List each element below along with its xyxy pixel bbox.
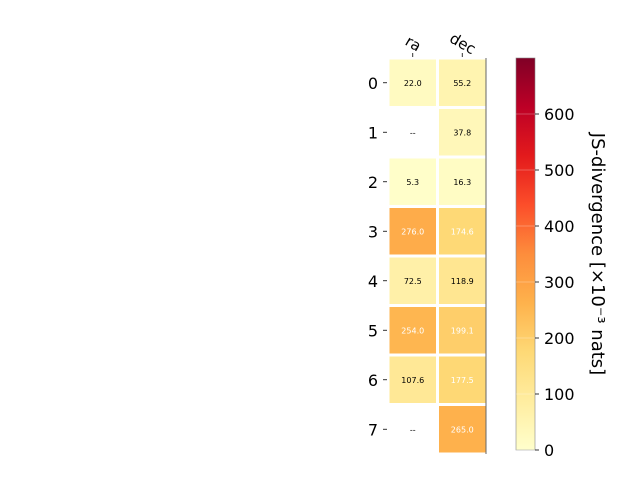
colorbar-gradient xyxy=(515,57,536,451)
cell-value-label: 177.5 xyxy=(451,376,474,385)
cell-value-label: 254.0 xyxy=(401,326,424,335)
cell-value-label: 265.0 xyxy=(451,425,474,434)
colorbar-tick-label: 100 xyxy=(544,385,575,404)
colorbar-label: JS-divergence [×10⁻³ nats] xyxy=(587,132,608,375)
heatmap-cell xyxy=(389,158,436,205)
cell-value-label: 72.5 xyxy=(404,277,422,286)
row-label: 1 xyxy=(368,123,378,142)
colorbar-tick-label: 200 xyxy=(544,329,575,348)
cell-value-label: 5.3 xyxy=(406,178,419,187)
cell-value-label: 37.8 xyxy=(453,128,471,137)
cell-value-label: -- xyxy=(410,425,416,434)
heatmap-cell xyxy=(439,208,486,255)
cell-value-label: 199.1 xyxy=(451,326,474,335)
column-label: dec xyxy=(447,29,479,58)
cell-value-label: 174.6 xyxy=(451,227,474,236)
row-label: 6 xyxy=(368,371,378,390)
row-labels: 0 1 2 3 4 5 6 7 xyxy=(368,74,387,439)
colorbar-tick-label: 600 xyxy=(544,105,575,124)
cell-value-label: 16.3 xyxy=(453,178,471,187)
row-label: 7 xyxy=(368,420,378,439)
heatmap-cell xyxy=(439,406,486,453)
cell-value-label: 118.9 xyxy=(451,277,474,286)
row-label: 4 xyxy=(368,272,378,291)
heatmap-cell xyxy=(439,257,486,304)
heatmap-cell xyxy=(389,257,436,304)
heatmap-cell xyxy=(389,59,436,106)
heatmap-cell xyxy=(389,208,436,255)
heatmap-cell xyxy=(389,356,436,403)
cell-value-label: 107.6 xyxy=(401,376,424,385)
column-label: ra xyxy=(402,32,424,55)
cell-value-label: 276.0 xyxy=(401,227,424,236)
heatmap-cell xyxy=(439,59,486,106)
colorbar-tick-label: 0 xyxy=(544,441,554,460)
heatmap-cells: 22.0 55.2 -- 37.8 5.3 16.3 276.0 174.6 72.5 118.9… xyxy=(389,58,487,454)
colorbar: 0 100 200 300 400 500 600 JS-divergence [×10⁻³ … xyxy=(515,57,608,460)
heatmap-cell xyxy=(439,307,486,354)
cell-value-label: -- xyxy=(410,128,416,137)
heatmap-cell xyxy=(389,307,436,354)
cell-value-label: 55.2 xyxy=(453,79,471,88)
row-label: 2 xyxy=(368,173,378,192)
heatmap-cell xyxy=(439,356,486,403)
cell-value-label: 22.0 xyxy=(404,79,422,88)
heatmap-cell xyxy=(439,158,486,205)
row-label: 3 xyxy=(368,222,378,241)
heatmap-cell xyxy=(439,109,486,156)
row-label: 0 xyxy=(368,74,378,93)
row-label: 5 xyxy=(368,321,378,340)
column-labels: ra dec xyxy=(402,29,479,58)
colorbar-tick-label: 300 xyxy=(544,273,575,292)
colorbar-tick-label: 400 xyxy=(544,217,575,236)
colorbar-tick-label: 500 xyxy=(544,161,575,180)
